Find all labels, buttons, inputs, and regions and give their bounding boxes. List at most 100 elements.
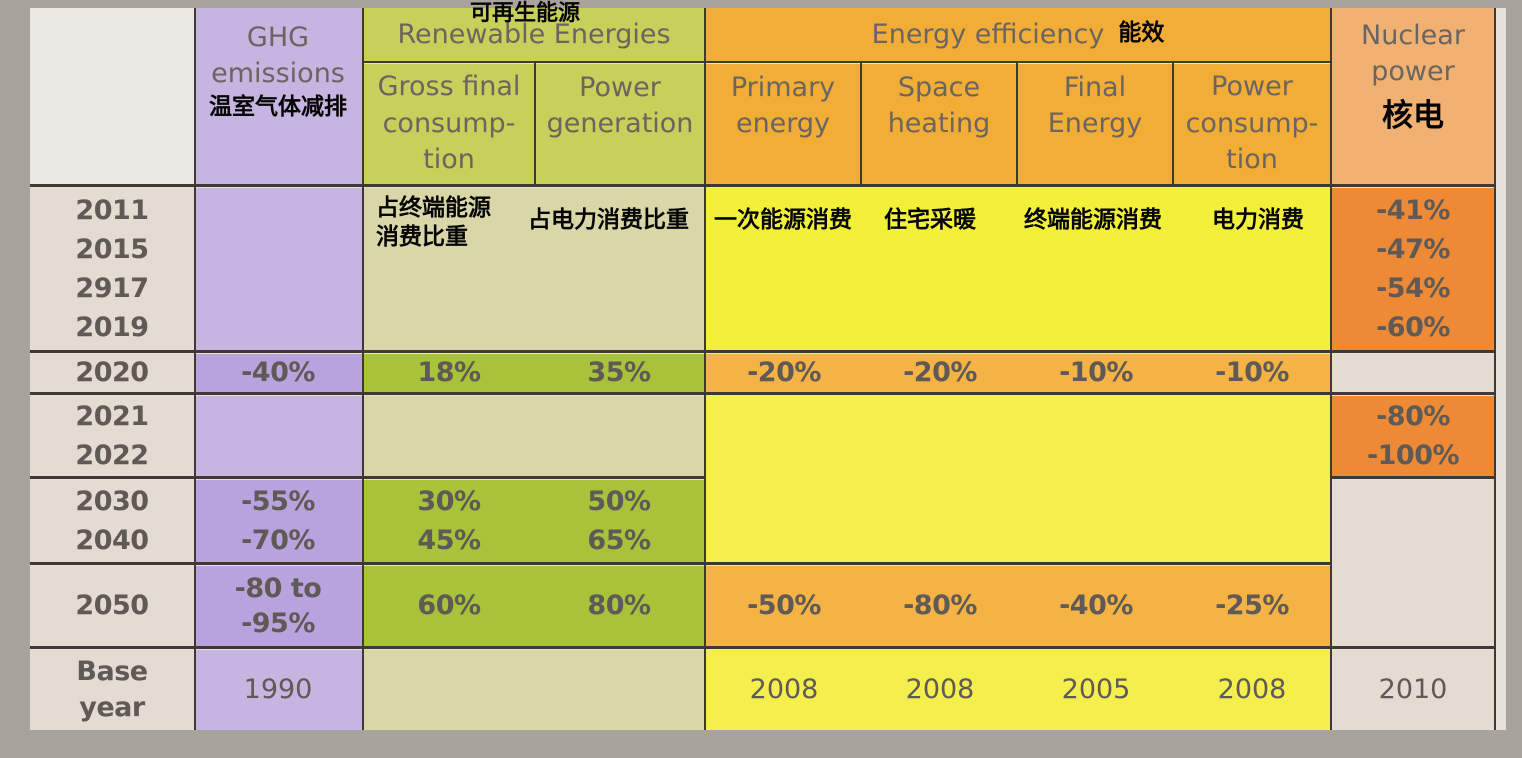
space-heating-zh-label: 住宅采暖: [884, 207, 976, 233]
col-rule-3: [704, 8, 706, 730]
power-consumption-2050-value: -25%: [1215, 590, 1289, 622]
power-generation-2050: 80%: [534, 566, 704, 646]
power-generation-zh-label: 占电力消费比重: [528, 207, 689, 233]
col-rule-1: [194, 8, 196, 730]
years-2030-2040-label: 2030 2040: [75, 485, 149, 556]
rule-under-header: [30, 184, 1494, 187]
ghg-2020-value: -40%: [241, 357, 315, 389]
final-energy-base-year: 2005: [1018, 650, 1174, 730]
power-generation-2020-value: 35%: [587, 357, 651, 389]
final-energy-2020: -10%: [1018, 354, 1174, 392]
header-rule-eff-1: [860, 62, 862, 184]
base-year-label-text: Base year: [76, 655, 148, 723]
rule-under-2050: [30, 646, 1494, 649]
header-rule-eff-3: [1172, 62, 1174, 184]
power-consumption-2020-value: -10%: [1215, 357, 1289, 389]
ghg-base-year: 1990: [194, 650, 362, 730]
space-heating-base-year: 2008: [862, 650, 1018, 730]
ghg-2021-2022: [194, 396, 362, 476]
ghg-base-year-value: 1990: [243, 674, 313, 706]
gross-final-header: Gross final consump- tion: [364, 64, 534, 184]
space-heating-base-year-value: 2008: [905, 674, 975, 706]
header-rule-renew: [534, 62, 536, 184]
years-2030-2040: 2030 2040: [30, 480, 194, 562]
nuclear-header-en: Nuclear power: [1361, 20, 1465, 88]
space-heating-2050-value: -80%: [903, 590, 977, 622]
gross-final-header-label: Gross final consump- tion: [377, 71, 521, 176]
power-generation-header-label: Power generation: [546, 72, 694, 140]
primary-energy-header-label: Primary energy: [730, 72, 836, 140]
efficiency-header: Energy efficiency 能效: [706, 8, 1330, 62]
power-consumption-header: Power consump- tion: [1174, 64, 1330, 184]
ghg-header-zh: 温室气体减排: [209, 93, 347, 120]
primary-energy-base-year-value: 2008: [749, 674, 819, 706]
gross-final-2050: 60%: [364, 566, 534, 646]
space-heating-2050: -80%: [862, 566, 1018, 646]
gross-final-zh-label: 占终端能源 消费比重: [376, 195, 491, 250]
primary-energy-base-year: 2008: [706, 650, 862, 730]
ghg-2011-2019: [194, 188, 362, 350]
rule-under-2019: [30, 350, 1494, 353]
efficiency-header-zh: 能效: [1118, 19, 1165, 46]
nuclear-2011-2019: -41% -47% -54% -60%: [1332, 188, 1494, 350]
space-heating-2020: -20%: [862, 354, 1018, 392]
rule-under-2022: [30, 476, 704, 479]
primary-energy-2050: -50%: [706, 566, 862, 646]
space-heating-2020-value: -20%: [903, 357, 977, 389]
power-consumption-zh-label: 电力消费: [1212, 207, 1304, 233]
rule-under-2022-nuclear: [1332, 476, 1494, 479]
gross-final-2020-value: 18%: [417, 357, 481, 389]
power-generation-2050-value: 80%: [587, 590, 651, 622]
efficiency-2011-2019: [706, 188, 1330, 350]
base-year-label: Base year: [30, 650, 194, 730]
power-consumption-header-label: Power consump- tion: [1185, 71, 1319, 176]
nuclear-2021-2022: -80% -100%: [1332, 396, 1494, 476]
years-2011-2019-label: 2011 2015 2917 2019: [75, 194, 149, 344]
year-2020-label: 2020: [75, 357, 149, 389]
rule-under-2040: [30, 562, 1330, 565]
power-consumption-base-year-value: 2008: [1217, 674, 1287, 706]
final-energy-2050-value: -40%: [1059, 590, 1133, 622]
nuclear-base-year: 2010: [1332, 650, 1494, 730]
gross-final-2030-2040: 30% 45%: [364, 480, 534, 562]
years-2011-2019: 2011 2015 2917 2019: [30, 188, 194, 350]
years-2021-2022: 2021 2022: [30, 396, 194, 476]
final-energy-header-label: Final Energy: [1047, 72, 1143, 140]
nuclear-2020: [1332, 354, 1494, 392]
primary-energy-header: Primary energy: [706, 64, 860, 184]
nuclear-2030-2050: [1332, 480, 1494, 646]
space-heating-header-label: Space heating: [887, 72, 991, 140]
power-generation-2020: 35%: [534, 354, 704, 392]
ghg-header-en: GHG emissions: [211, 22, 345, 90]
power-consumption-2020: -10%: [1174, 354, 1330, 392]
gross-final-2050-value: 60%: [417, 590, 481, 622]
nuclear-2011-2019-values: -41% -47% -54% -60%: [1376, 194, 1450, 344]
renewables-base-year: [364, 650, 704, 730]
nuclear-header-zh: 核电: [1382, 97, 1444, 134]
ghg-header: GHG emissions 温室气体减排: [194, 8, 362, 184]
primary-energy-2020: -20%: [706, 354, 862, 392]
ghg-2030-2040: -55% -70%: [194, 480, 362, 562]
year-2020: 2020: [30, 354, 194, 392]
power-generation-header: Power generation: [536, 64, 704, 184]
col-rule-4: [1330, 8, 1332, 730]
renewables-header-en: Renewable Energies: [397, 18, 671, 50]
ghg-2050-value: -80 to -95%: [234, 572, 322, 639]
year-2050: 2050: [30, 566, 194, 646]
primary-energy-2020-value: -20%: [747, 357, 821, 389]
nuclear-base-year-value: 2010: [1378, 674, 1448, 706]
renewables-header: Renewable Energies: [364, 8, 704, 62]
final-energy-2050: -40%: [1018, 566, 1174, 646]
efficiency-header-en: Energy efficiency: [871, 18, 1105, 50]
final-energy-base-year-value: 2005: [1061, 674, 1131, 706]
year-2050-label: 2050: [75, 590, 149, 622]
corner-cell: [30, 8, 194, 184]
renewables-2021-2022: [364, 396, 704, 476]
power-consumption-base-year: 2008: [1174, 650, 1330, 730]
renewables-2011-2019: [364, 188, 704, 350]
space-heating-header: Space heating: [862, 64, 1016, 184]
ghg-2030-2040-values: -55% -70%: [241, 485, 315, 556]
nuclear-2021-2022-values: -80% -100%: [1366, 400, 1460, 471]
col-rule-2: [362, 8, 364, 730]
ghg-2020: -40%: [194, 354, 362, 392]
